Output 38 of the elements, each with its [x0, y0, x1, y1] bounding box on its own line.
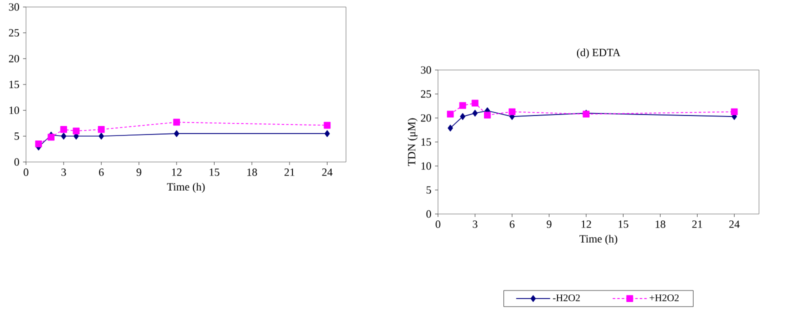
- y-axis-title: TDN (μM): [408, 118, 418, 166]
- y-tick-label: 30: [421, 66, 432, 74]
- y-tick-label: 25: [8, 29, 20, 37]
- x-tick-label: 21: [284, 168, 294, 176]
- y-tick-label: 10: [421, 162, 432, 170]
- y-tick-label: 0: [14, 158, 20, 166]
- legend-label: +H2O2: [650, 294, 679, 302]
- x-tick-label: 0: [24, 168, 28, 176]
- y-tick-label: 5: [14, 132, 20, 140]
- x-axis-title: Time (h): [167, 182, 205, 193]
- y-tick-label: 20: [8, 54, 20, 62]
- x-tick-label: 15: [618, 220, 628, 228]
- x-tick-label: 9: [136, 168, 142, 176]
- chart-title: (d) EDTA: [576, 48, 620, 58]
- x-tick-label: 12: [582, 220, 592, 228]
- x-tick-label: 18: [247, 168, 257, 176]
- legend-label: -H2O2: [552, 294, 580, 302]
- x-tick-label: 12: [172, 168, 182, 176]
- x-axis-title: Time (h): [580, 234, 618, 245]
- y-tick-label: 0: [426, 210, 432, 218]
- y-tick-label: 20: [420, 114, 432, 122]
- y-tick-label: 30: [9, 3, 20, 11]
- x-tick-label: 0: [436, 220, 440, 228]
- y-tick-label: 5: [426, 186, 432, 194]
- x-tick-label: 24: [322, 168, 333, 176]
- y-tick-label: 15: [421, 138, 432, 146]
- y-tick-label: 10: [9, 106, 20, 114]
- x-tick-label: 6: [510, 220, 515, 228]
- x-tick-label: 9: [546, 220, 552, 228]
- x-tick-label: 15: [210, 168, 220, 176]
- x-tick-label: 3: [61, 168, 66, 176]
- y-tick-label: 15: [9, 80, 20, 88]
- x-tick-label: 18: [656, 220, 666, 228]
- y-tick-label: 25: [420, 90, 432, 98]
- x-tick-label: 3: [472, 220, 478, 228]
- x-tick-label: 24: [729, 220, 740, 228]
- x-tick-label: 21: [692, 220, 702, 228]
- x-tick-label: 6: [99, 168, 104, 176]
